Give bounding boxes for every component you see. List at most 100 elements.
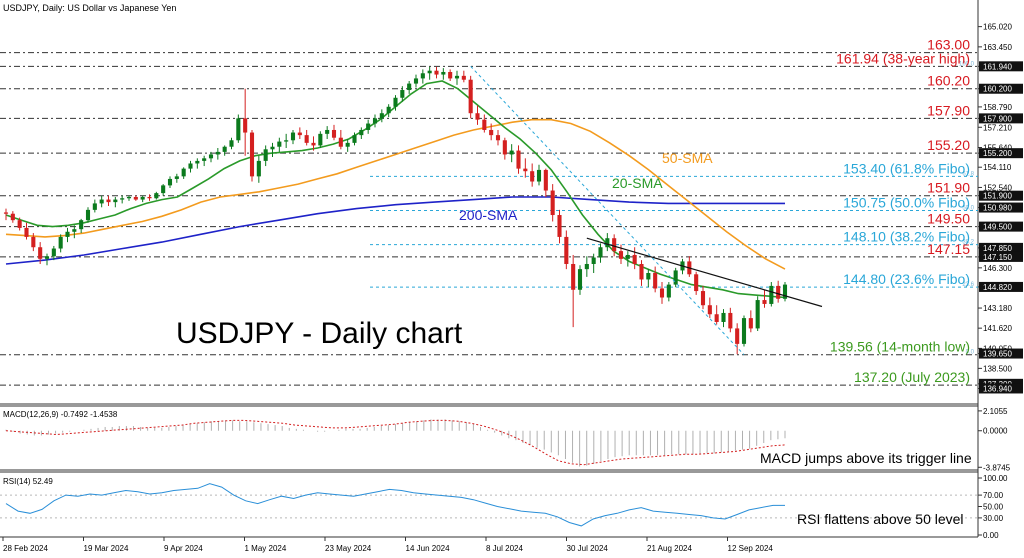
candle	[208, 151, 214, 163]
candle	[147, 194, 152, 201]
candle	[65, 227, 70, 243]
candle	[536, 164, 542, 186]
date-tick-label: 9 Apr 2024	[164, 544, 203, 553]
candle	[44, 253, 50, 266]
candle	[516, 145, 521, 174]
candle	[311, 136, 316, 151]
candle	[400, 86, 405, 102]
date-tick-label: 8 Jul 2024	[486, 544, 523, 553]
date-tick-label: 1 May 2024	[245, 544, 287, 553]
price-tick-label: 143.180	[983, 304, 1012, 313]
date-tick-label: 30 Jul 2024	[567, 544, 609, 553]
rsi-tick-label: 0.00	[983, 531, 999, 540]
candle	[584, 256, 589, 277]
candle	[256, 155, 261, 183]
candle	[215, 148, 220, 160]
price-tick-label: 160.200	[983, 85, 1012, 94]
rsi-axis: 100.00 70.00 50.00 30.00 0.00	[0, 474, 1008, 540]
candle	[612, 234, 617, 257]
candle	[482, 114, 487, 133]
candle	[530, 163, 535, 187]
candle	[24, 222, 29, 240]
rsi-tick-label: 70.00	[983, 491, 1004, 500]
candle	[605, 233, 610, 252]
date-tick-label: 14 Jun 2024	[406, 544, 451, 553]
candle	[721, 309, 726, 328]
sma20-label: 20-SMA	[612, 175, 663, 191]
trendline-path	[586, 237, 823, 308]
candle	[741, 315, 747, 347]
macd-tick-label: -3.8745	[983, 463, 1011, 472]
price-tick-label: 136.940	[983, 384, 1012, 393]
fibo-percent-label: 38.2	[962, 240, 974, 246]
candle	[106, 195, 111, 206]
candle	[284, 133, 289, 149]
fibo-percent-label: 100.0	[959, 61, 975, 67]
candle	[270, 142, 275, 158]
candle	[229, 137, 234, 150]
price-tick-label: 154.110	[983, 163, 1012, 172]
candle	[99, 195, 104, 208]
price-tag	[979, 221, 1023, 232]
macd-histogram	[5, 419, 786, 467]
rsi-path	[5, 483, 785, 527]
candle	[359, 127, 364, 139]
price-tick-label: 138.500	[983, 364, 1012, 373]
candlesticks	[3, 66, 788, 355]
symbol-header: USDJPY, Daily: US Dollar vs Japanese Yen	[3, 3, 176, 13]
candle	[427, 66, 432, 80]
price-tick-label: 149.500	[983, 223, 1012, 232]
sma50-line	[5, 118, 786, 270]
rsi-header: RSI(14) 52.49	[3, 477, 53, 486]
candle	[728, 307, 733, 333]
level-label: 157.90	[927, 102, 970, 118]
price-tick-label: 151.900	[983, 192, 1012, 201]
candle	[673, 267, 678, 288]
candle	[598, 243, 603, 263]
candle	[413, 74, 419, 88]
candle	[161, 184, 166, 196]
candle	[263, 145, 268, 167]
rsi-tick-label: 50.00	[983, 503, 1004, 512]
candle	[17, 217, 22, 231]
candle	[407, 81, 412, 94]
candle	[632, 247, 637, 270]
candle	[659, 282, 665, 304]
candle	[120, 195, 125, 204]
candle	[441, 68, 446, 80]
rsi-note: RSI flattens above 50 level	[797, 511, 964, 527]
candle	[331, 124, 337, 141]
candle	[454, 70, 460, 85]
fibo-percent-label: 0.0	[966, 350, 975, 356]
candle	[543, 168, 548, 197]
candle	[639, 260, 644, 286]
candle	[181, 167, 186, 179]
candle	[297, 127, 302, 139]
sma50-label: 50-SMA	[662, 150, 713, 166]
candle	[379, 109, 384, 123]
price-tag	[979, 61, 1023, 72]
level-label: 147.15	[927, 241, 970, 257]
candle	[318, 131, 323, 149]
candle	[735, 323, 740, 355]
candle	[10, 211, 15, 223]
price-tag	[979, 190, 1023, 201]
rsi-line	[5, 483, 785, 527]
price-tick-label: 165.020	[983, 23, 1012, 32]
candle	[769, 282, 774, 307]
candle	[707, 297, 712, 319]
candle	[509, 144, 514, 163]
candle	[776, 280, 781, 303]
level-label: 163.00	[927, 37, 970, 53]
candle	[113, 196, 118, 208]
price-tick-label: 158.790	[983, 103, 1012, 112]
candle	[366, 119, 371, 134]
date-tick-label: 19 Mar 2024	[84, 544, 129, 553]
macd-note: MACD jumps above its trigger line	[760, 450, 972, 466]
candle	[714, 305, 719, 325]
candle	[249, 129, 255, 182]
candle	[31, 233, 36, 252]
fibo-small-labels: 100.0 61.8 50.0 38.2 23.6 0.0	[470, 61, 975, 356]
candle	[352, 132, 357, 146]
price-tick-label: 147.150	[983, 253, 1012, 262]
